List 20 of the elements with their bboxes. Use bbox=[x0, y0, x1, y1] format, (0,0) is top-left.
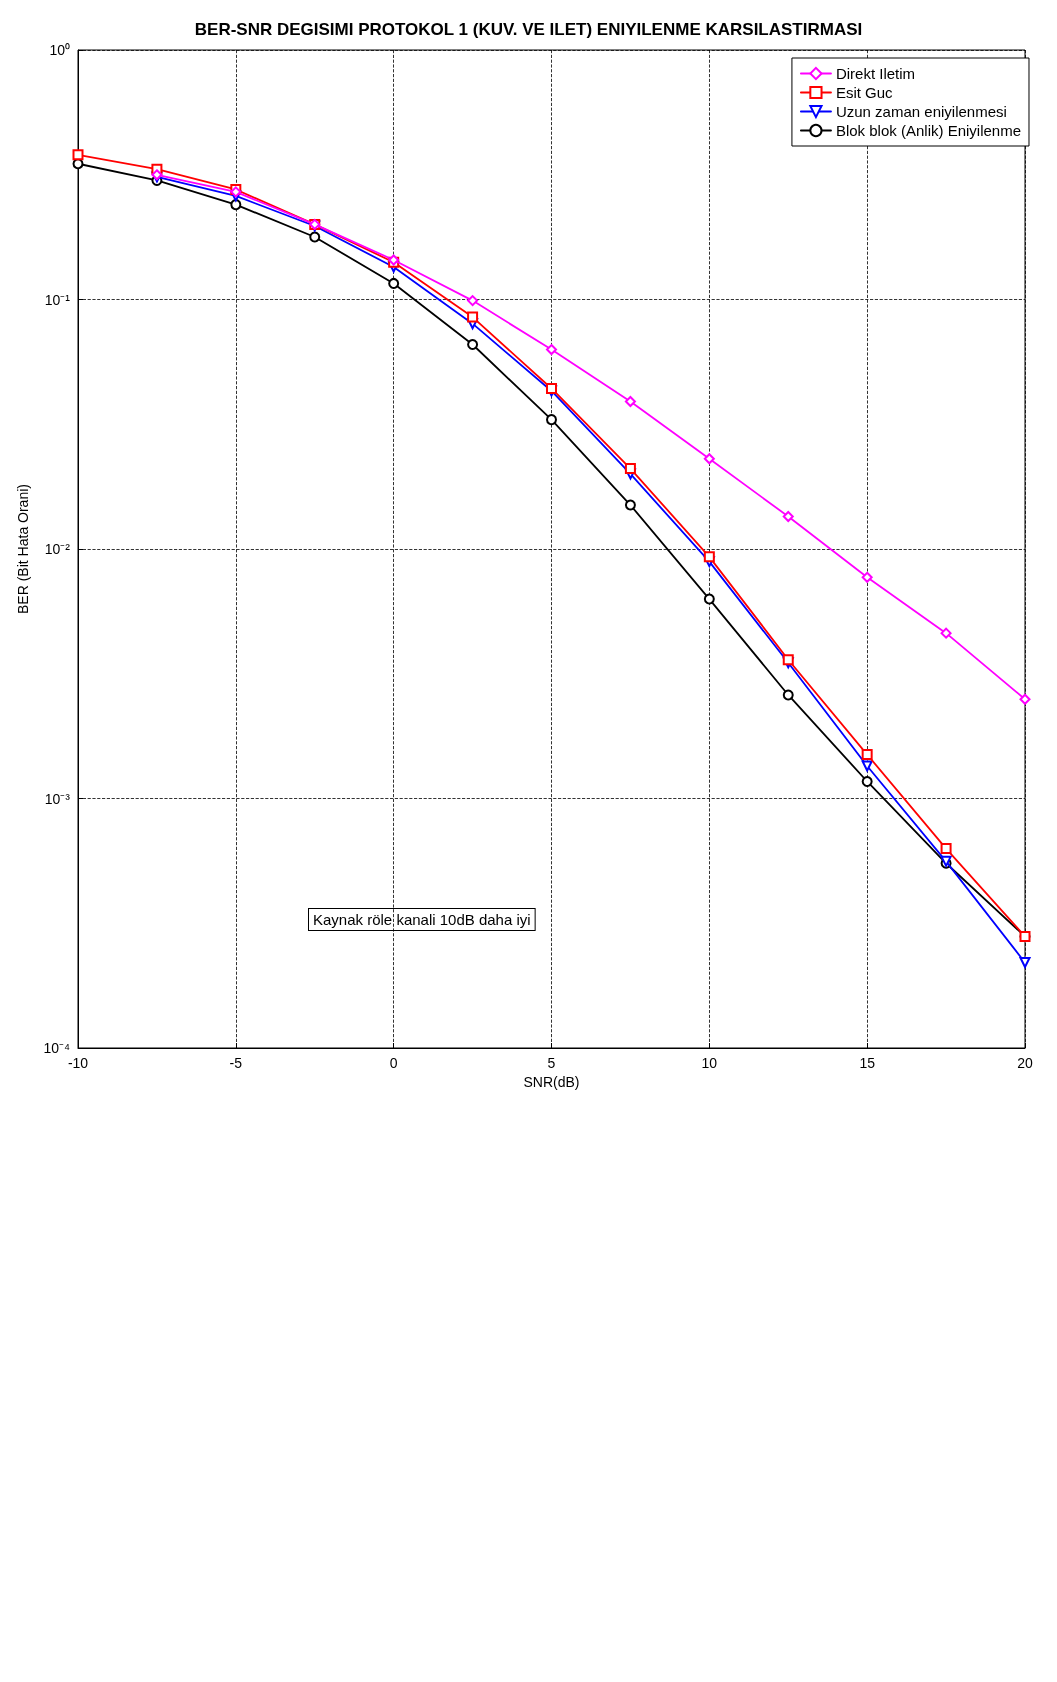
x-axis-title: SNR(dB) bbox=[523, 1073, 580, 1090]
legend-label: Blok blok (Anlik) Eniyilenme bbox=[835, 122, 1022, 139]
x-tick-label: -5 bbox=[229, 1055, 243, 1071]
legend-label: Uzun zaman eniyilenmesi bbox=[835, 103, 1007, 120]
legend-label: Direkt Iletim bbox=[835, 65, 916, 82]
x-tick-label: 20 bbox=[1017, 1055, 1033, 1071]
y-axis-title: BER (Bit Hata Orani) bbox=[15, 484, 31, 614]
annotation: Kaynak röle kanali 10dB daha iyi bbox=[313, 911, 531, 928]
x-tick-label: 15 bbox=[859, 1055, 876, 1071]
y-tick-label: 10⁻⁴ bbox=[43, 1040, 70, 1056]
x-tick-label: 10 bbox=[701, 1055, 718, 1071]
x-tick-label: 0 bbox=[389, 1055, 398, 1071]
x-tick-label: 5 bbox=[547, 1055, 556, 1071]
x-tick-label: -10 bbox=[67, 1055, 89, 1071]
y-tick-label: 10⁰ bbox=[49, 42, 70, 58]
chart-title: BER-SNR DEGISIMI PROTOKOL 1 (KUV. VE ILET) ENIYILENME KARSILASTIRMASI bbox=[194, 20, 863, 39]
y-tick-label: 10⁻² bbox=[44, 541, 71, 557]
y-tick-label: 10⁻¹ bbox=[44, 291, 71, 308]
legend-label: Esit Guc bbox=[835, 84, 894, 101]
y-tick-label: 10⁻³ bbox=[44, 790, 71, 807]
